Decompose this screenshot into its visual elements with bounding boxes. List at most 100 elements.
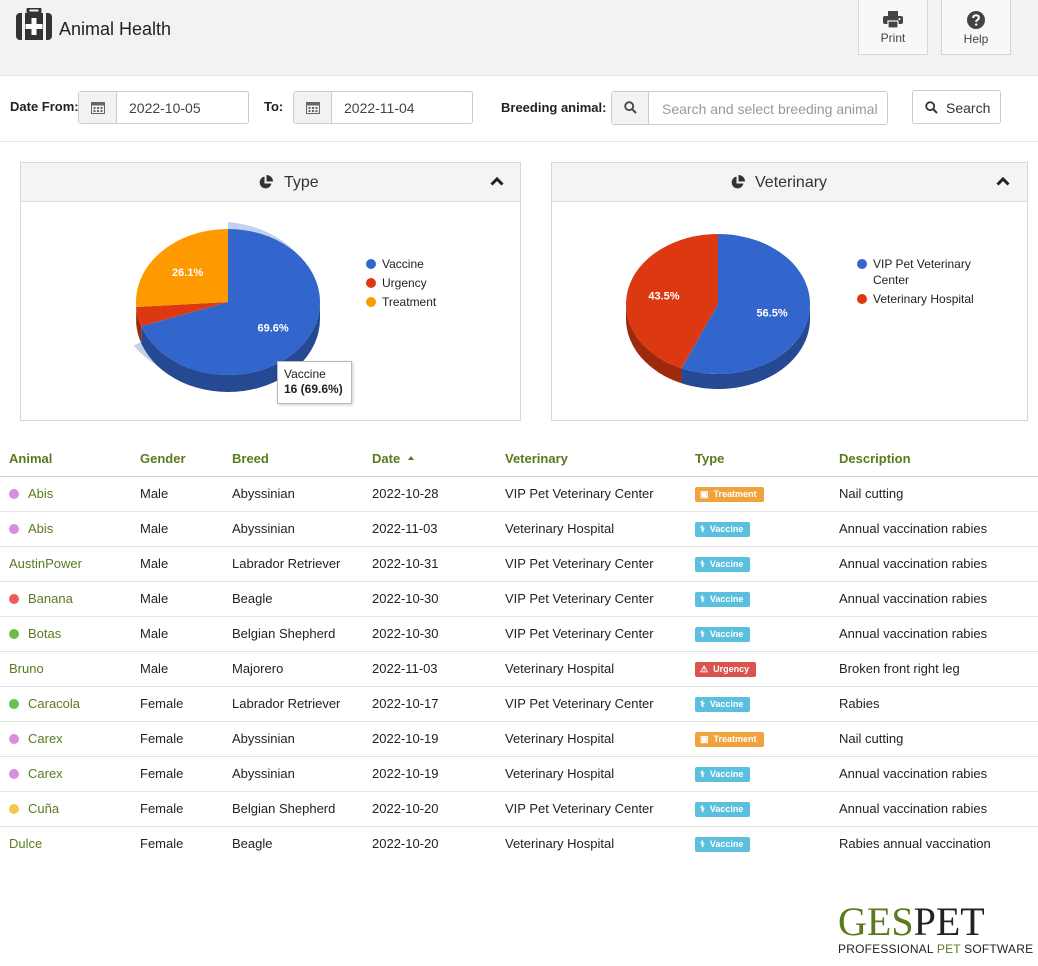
type-panel-header[interactable]: Type <box>21 163 520 202</box>
date-from-field[interactable]: 2022-10-05 <box>78 91 249 124</box>
veterinary-pie-chart: 56.5% 43.5% <box>626 234 810 389</box>
pie-chart-icon <box>259 175 273 189</box>
legend-item[interactable]: Veterinary Hospital <box>857 291 974 307</box>
column-header-label: Gender <box>140 450 186 466</box>
breed-cell: Abyssinian <box>232 756 372 792</box>
date-from-addon <box>79 92 117 123</box>
slice-data-label: 56.5% <box>756 308 787 320</box>
pie-slice-veterinary-hospital[interactable] <box>626 234 718 369</box>
type-badge-label: Vaccine <box>709 804 744 814</box>
animal-name-link[interactable]: Cuña <box>28 801 60 816</box>
pie-slice-treatment[interactable] <box>136 229 228 308</box>
animal-cell: Abis <box>0 511 140 547</box>
column-header-animal[interactable]: Animal <box>0 441 140 477</box>
animal-cell: AustinPower <box>0 546 140 582</box>
animal-name-link[interactable]: Caracola <box>28 696 81 711</box>
animal-name-link[interactable]: Dulce <box>9 836 43 852</box>
slice-data-label: 43.5% <box>648 290 679 302</box>
chevron-up-icon[interactable] <box>996 176 1010 186</box>
column-header-veterinary[interactable]: Veterinary <box>505 441 695 477</box>
legend-item[interactable]: VIP Pet Veterinary Center <box>857 256 974 288</box>
veterinary-panel-header[interactable]: Veterinary <box>552 163 1027 202</box>
legend-item[interactable]: Vaccine <box>366 256 436 272</box>
animal-name-link[interactable]: Carex <box>28 766 63 781</box>
animal-name-link[interactable]: Bruno <box>9 661 44 676</box>
logo-part-pet: PET <box>913 899 985 944</box>
animal-name-link[interactable]: Abis <box>28 521 54 536</box>
type-panel: Type 69.6% 26.1% Vaccine Urgency Treatment <box>20 162 521 421</box>
table-row[interactable]: Carex Female Abyssinian 2022-10-19 Veterinar… <box>0 721 1038 757</box>
table-row[interactable]: Botas Male Belgian Shepherd 2022-10-30 VIP P… <box>0 616 1038 652</box>
type-cell: ⚠ Urgency <box>695 651 839 687</box>
column-header-date[interactable]: Date <box>372 441 505 477</box>
chart-tooltip: Vaccine 16 (69.6%) <box>277 361 352 404</box>
breed-cell: Labrador Retriever <box>232 686 372 722</box>
pie-slice-side-urgency <box>136 307 142 344</box>
medical-kit-icon <box>16 8 52 40</box>
date-to-label: To: <box>264 99 284 114</box>
legend-label: Veterinary Hospital <box>873 292 974 306</box>
table-row[interactable]: Cuña Female Belgian Shepherd 2022-10-20 VIP … <box>0 791 1038 827</box>
column-header-type[interactable]: Type <box>695 441 839 477</box>
type-badge: ⚕ Vaccine <box>695 592 751 607</box>
pie-slice-side-vaccine <box>141 302 320 392</box>
column-header-label: Type <box>695 450 725 466</box>
type-cell: ⚕ Vaccine <box>695 616 839 652</box>
pie-slice-vaccine[interactable] <box>141 229 320 375</box>
veterinary-legend: VIP Pet Veterinary Center Veterinary Hospi… <box>857 256 974 310</box>
veterinary-cell: VIP Pet Veterinary Center <box>505 581 695 617</box>
pie-slice-urgency[interactable] <box>136 302 228 327</box>
gender-cell: Male <box>140 651 232 687</box>
animal-status-dot <box>9 489 19 499</box>
date-cell: 2022-10-28 <box>372 476 505 512</box>
table-row[interactable]: Carex Female Abyssinian 2022-10-19 Veterinar… <box>0 756 1038 792</box>
chevron-up-icon[interactable] <box>490 176 504 186</box>
animal-name-link[interactable]: Carex <box>28 731 63 746</box>
table-row[interactable]: Banana Male Beagle 2022-10-30 VIP Pet Veteri… <box>0 581 1038 617</box>
breed-cell: Belgian Shepherd <box>232 616 372 652</box>
table-row[interactable]: AustinPower Male Labrador Retriever 2022-10… <box>0 546 1038 582</box>
health-records-table: Animal Gender Breed Date Veterinary Type Descr… <box>0 441 1038 861</box>
animal-cell: Dulce <box>0 826 140 861</box>
syringe-icon: ⚕ <box>700 699 705 709</box>
column-header-breed[interactable]: Breed <box>232 441 372 477</box>
logo-wordmark: GESPET <box>838 902 1038 942</box>
animal-cell: Botas <box>0 616 140 652</box>
description-cell: Annual vaccination rabies <box>839 616 1038 652</box>
breeding-search-placeholder: Search and select breeding animal <box>662 101 878 117</box>
tooltip-label: Vaccine <box>284 367 326 381</box>
type-badge-label: Vaccine <box>709 594 744 604</box>
pie-slice-vip-pet-veterinary-center[interactable] <box>681 234 810 374</box>
table-row[interactable]: Dulce Female Beagle 2022-10-20 Veterinary Ho… <box>0 826 1038 861</box>
column-header-gender[interactable]: Gender <box>140 441 232 477</box>
legend-label: Center <box>873 273 910 287</box>
column-header-description[interactable]: Description <box>839 441 1038 477</box>
animal-name-link[interactable]: Banana <box>28 591 73 606</box>
date-to-field[interactable]: 2022-11-04 <box>293 91 473 124</box>
legend-item[interactable]: Treatment <box>366 294 436 310</box>
search-button[interactable]: Search <box>912 90 1001 124</box>
description-cell: Nail cutting <box>839 721 1038 757</box>
breed-cell: Abyssinian <box>232 721 372 757</box>
animal-name-link[interactable]: Botas <box>28 626 62 641</box>
veterinary-cell: VIP Pet Veterinary Center <box>505 686 695 722</box>
animal-name-link[interactable]: AustinPower <box>9 556 82 571</box>
table-row[interactable]: Caracola Female Labrador Retriever 2022-10-… <box>0 686 1038 722</box>
column-header-label: Breed <box>232 450 269 466</box>
print-button[interactable]: Print <box>858 0 928 55</box>
type-badge: ▣ Treatment <box>695 487 764 502</box>
date-from-value: 2022-10-05 <box>129 100 201 116</box>
breed-cell: Beagle <box>232 581 372 617</box>
help-icon <box>967 11 985 29</box>
breed-cell: Belgian Shepherd <box>232 791 372 827</box>
help-button[interactable]: Help <box>941 0 1011 55</box>
table-row[interactable]: Abis Male Abyssinian 2022-11-03 Veterinary H… <box>0 511 1038 547</box>
animal-status-dot <box>9 769 19 779</box>
table-row[interactable]: Abis Male Abyssinian 2022-10-28 VIP Pet Vete… <box>0 476 1038 512</box>
search-icon <box>624 101 637 114</box>
animal-name-link[interactable]: Abis <box>28 486 54 501</box>
legend-item[interactable]: Urgency <box>366 275 436 291</box>
veterinary-cell: Veterinary Hospital <box>505 651 695 687</box>
breeding-animal-search[interactable]: Search and select breeding animal <box>611 91 888 125</box>
table-row[interactable]: Bruno Male Majorero 2022-11-03 Veterinary Ho… <box>0 651 1038 687</box>
